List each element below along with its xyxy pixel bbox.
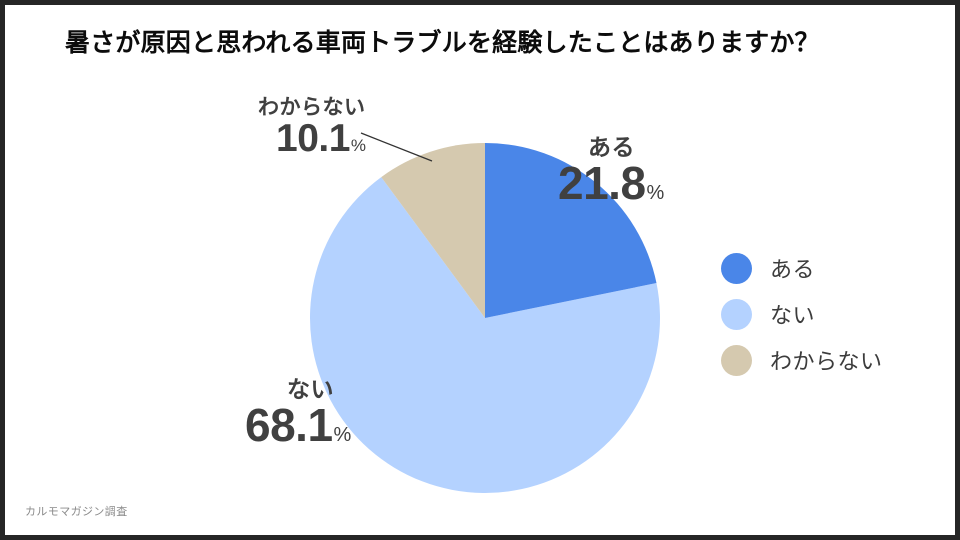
legend-item-aru[interactable]: ある	[721, 245, 883, 291]
slice-label-aru-name: ある	[588, 134, 635, 160]
legend-swatch-icon-nai	[721, 298, 752, 330]
slice-label-wakaranai-unit: %	[350, 136, 367, 156]
slice-label-nai-value: 68.1	[245, 399, 333, 451]
pie-slice-aru[interactable]	[485, 143, 657, 318]
chart-legend: ある ない わからない	[721, 245, 883, 383]
pie-chart	[5, 5, 955, 535]
pie-chart-svg	[309, 132, 660, 494]
slice-label-aru-value-row: 21.8%	[558, 160, 664, 206]
page-title: 暑さが原因と思われる車両トラブルを経験したことはありますか？	[65, 29, 820, 57]
slice-label-nai-unit: %	[333, 424, 352, 446]
slice-label-wakaranai-name: わからない	[258, 96, 366, 119]
pie-slice-wakaranai[interactable]	[381, 143, 485, 318]
legend-label-wakaranai: わからない	[770, 349, 883, 374]
slice-label-wakaranai-value-row: 10.1%	[276, 119, 366, 158]
leader-line-wakaranai	[360, 132, 433, 162]
pie-slice-nai[interactable]	[309, 177, 660, 494]
slice-label-aru: ある 21.8%	[558, 135, 664, 206]
legend-label-nai: ない	[770, 303, 816, 328]
slice-label-nai-name: ない	[287, 376, 334, 402]
legend-label-aru: ある	[770, 257, 816, 282]
slice-label-nai: ない 68.1%	[245, 377, 351, 448]
slice-label-aru-value: 21.8	[558, 157, 646, 209]
legend-item-nai[interactable]: ない	[721, 291, 883, 337]
slice-label-wakaranai-value: 10.1	[276, 117, 350, 161]
slice-label-aru-unit: %	[646, 182, 665, 204]
legend-item-wakaranai[interactable]: わからない	[721, 337, 883, 383]
legend-swatch-icon-wakaranai	[721, 344, 752, 376]
slice-label-nai-value-row: 68.1%	[245, 402, 351, 448]
legend-swatch-icon-aru	[721, 252, 752, 284]
slice-label-wakaranai: わからない 10.1%	[258, 96, 366, 158]
source-note: カルモマガジン調査	[25, 506, 128, 518]
